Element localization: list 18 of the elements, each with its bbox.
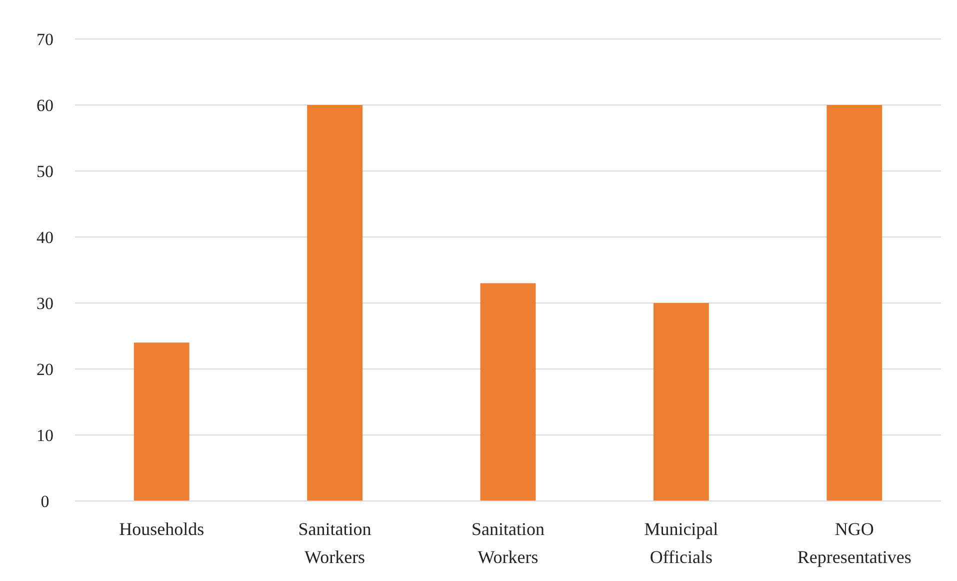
- y-tick-label: 0: [40, 492, 50, 511]
- x-tick-label: Sanitation Workers: [298, 519, 372, 567]
- y-tick-label: 60: [36, 96, 54, 115]
- y-tick-label: 10: [36, 426, 54, 445]
- y-tick-label: 70: [36, 30, 54, 49]
- bar: [826, 105, 882, 501]
- bar: [653, 303, 709, 501]
- x-tick-label: Households: [119, 519, 204, 539]
- bar: [480, 283, 536, 501]
- bar: [134, 342, 190, 501]
- y-tick-label: 20: [36, 360, 54, 379]
- x-tick-label: Sanitation Workers: [472, 519, 544, 567]
- y-tick-label: 40: [36, 228, 54, 247]
- y-tick-label: 50: [36, 162, 54, 181]
- x-tick-label: NGO Representatives: [797, 519, 912, 567]
- x-tick-label: Municipal Officials: [644, 519, 718, 567]
- bar: [307, 105, 363, 501]
- y-tick-label: 30: [36, 294, 54, 313]
